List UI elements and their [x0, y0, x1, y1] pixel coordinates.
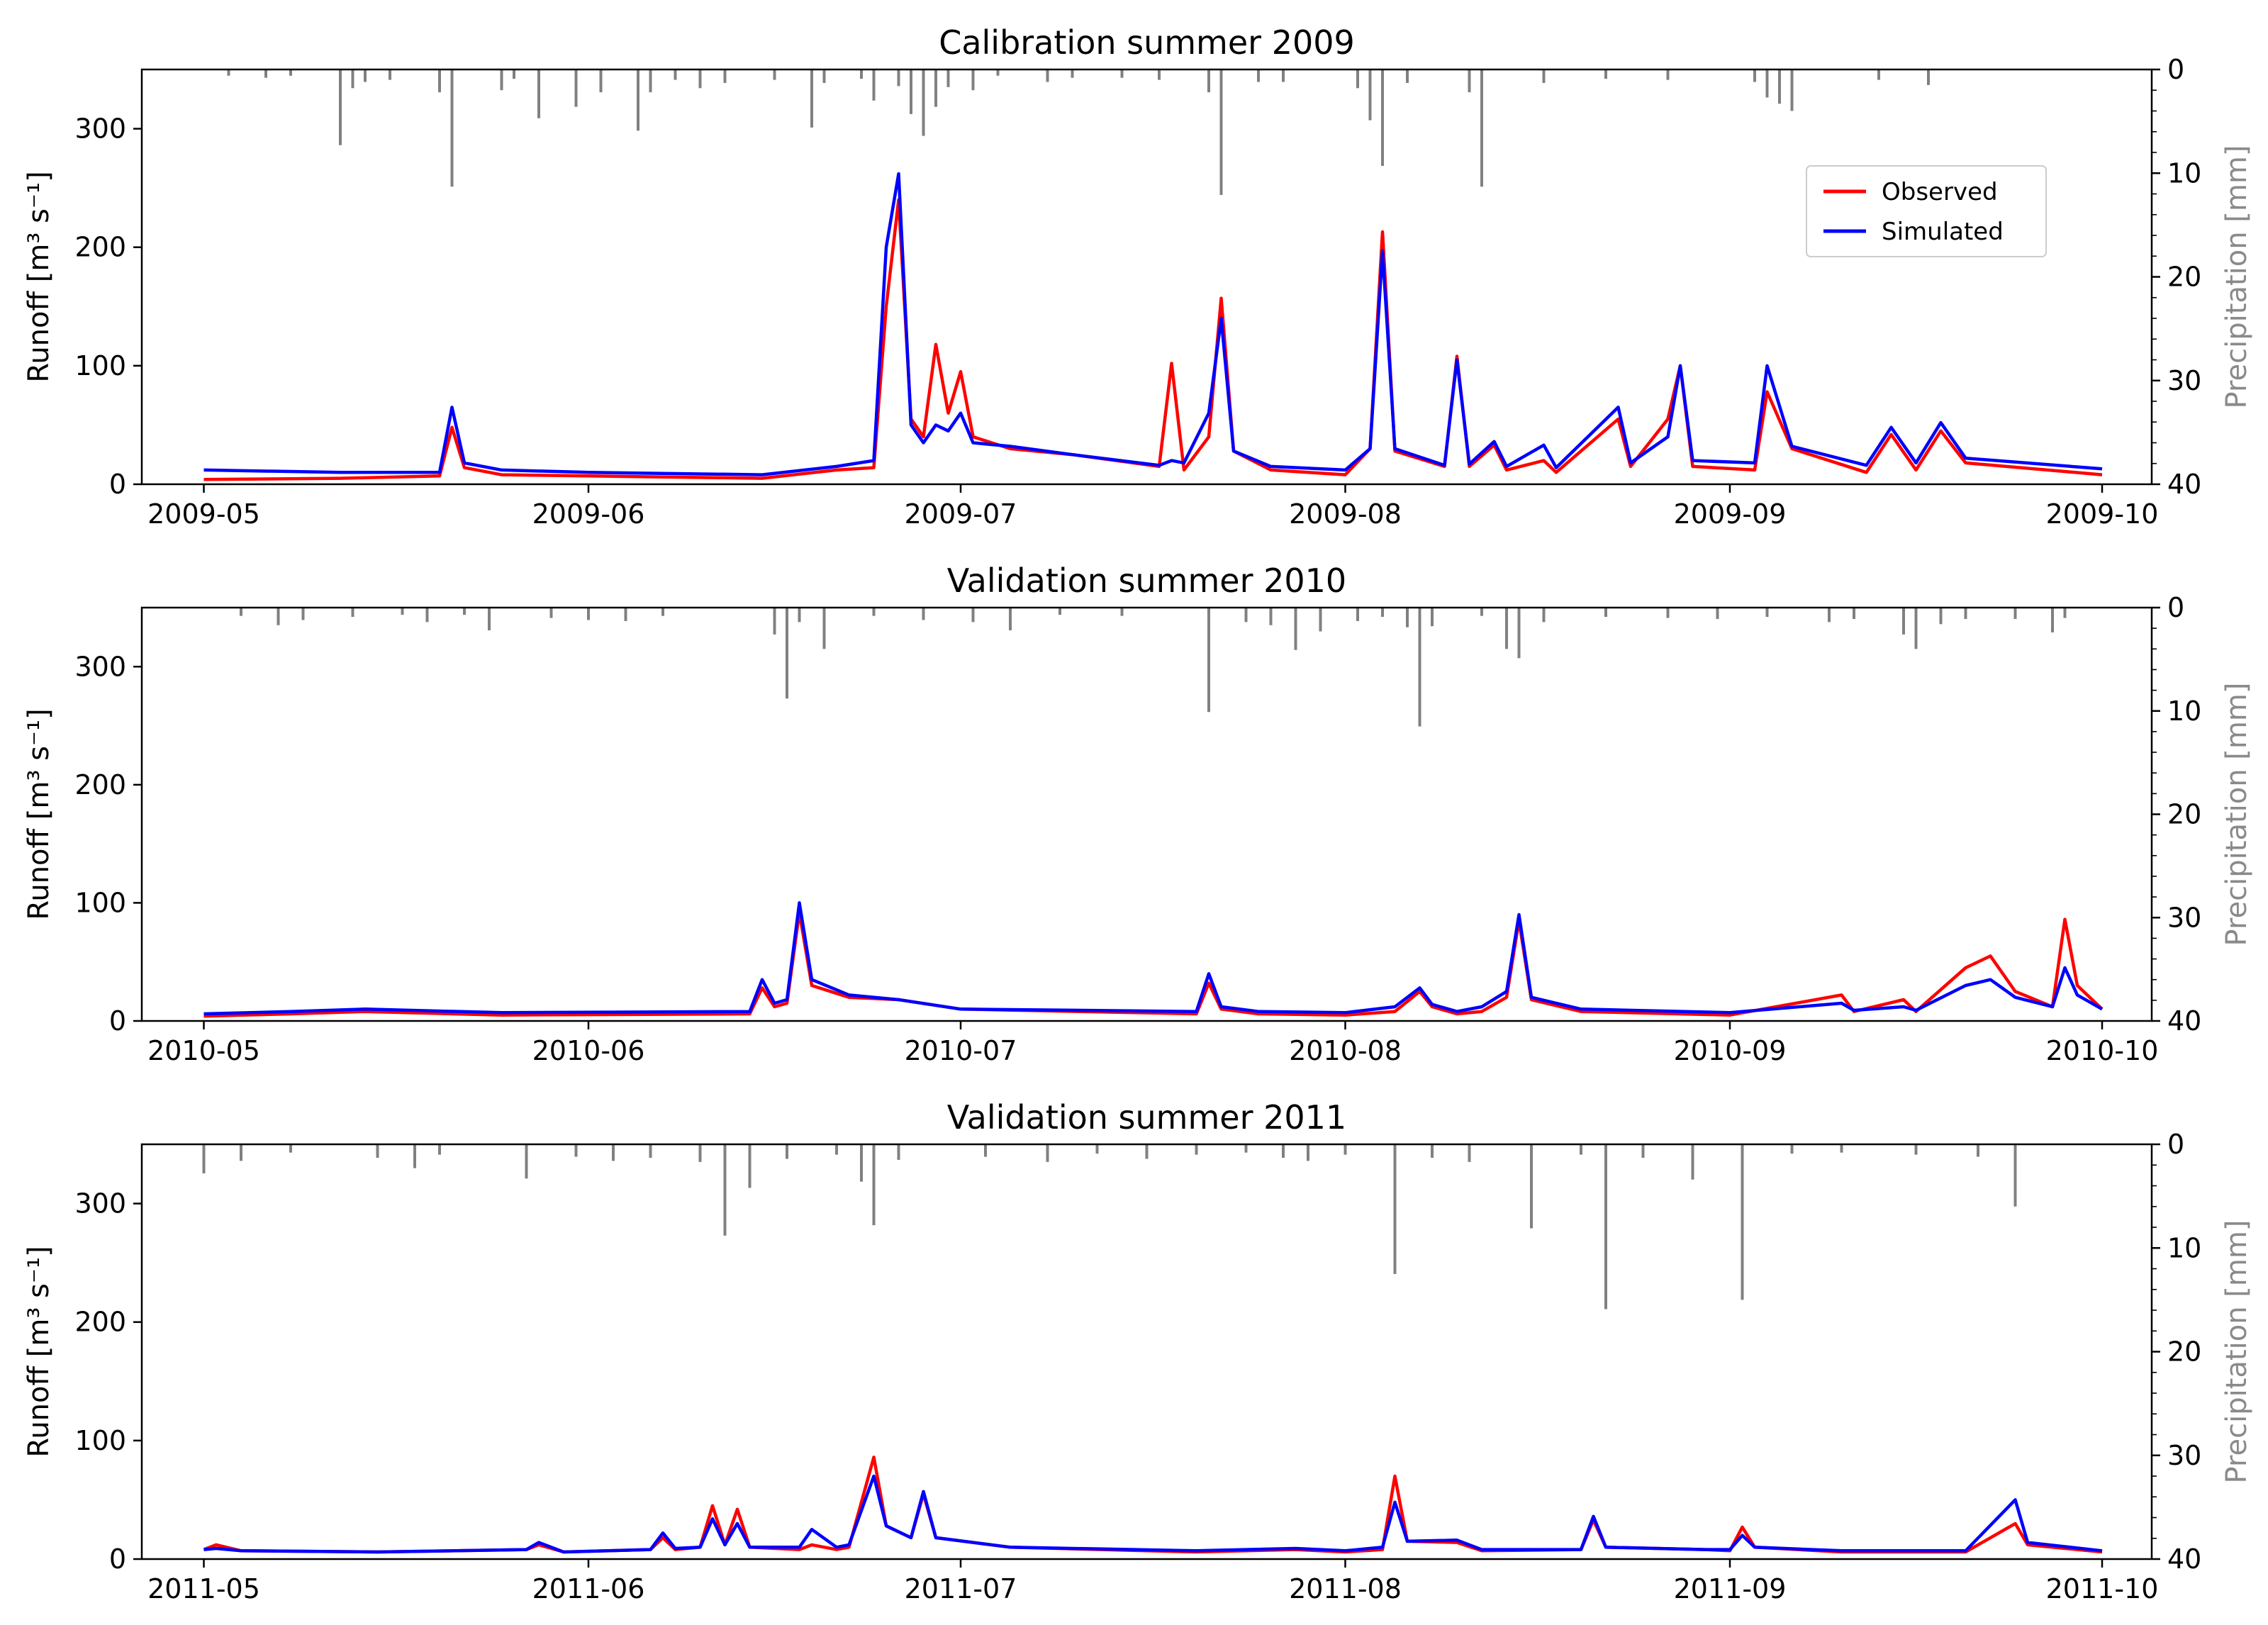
y-tick-label: 200: [74, 769, 126, 800]
series-line-simulated: [203, 901, 2104, 1016]
y-axis-label: Runoff [m³ s⁻¹]: [23, 708, 55, 920]
chart-panel-2: Validation summer 2010 0 100 200 300 0 10 20 30 4…: [23, 562, 2253, 1066]
panel-title: Validation summer 2010: [947, 562, 1346, 600]
y2-tick-label: 30: [2167, 902, 2201, 933]
precipitation-bars: [227, 69, 1930, 195]
y-axis-label: Runoff [m³ s⁻¹]: [23, 1246, 55, 1457]
x-tick-label: 2010-10: [2046, 1035, 2159, 1066]
y-tick-label: 200: [74, 232, 126, 263]
y-tick-label: 0: [109, 1543, 126, 1575]
y-tick-label: 300: [74, 651, 126, 682]
y2-tick-label: 40: [2167, 1005, 2201, 1037]
plot-frame: [140, 1143, 2153, 1560]
y2-tick-label: 30: [2167, 365, 2201, 396]
y2-tick-label: 0: [2167, 1129, 2184, 1160]
precipitation-bars: [202, 1144, 2017, 1310]
x-tick-label: 2010-08: [1289, 1035, 1402, 1066]
y-tick-label: 200: [74, 1307, 126, 1338]
y-tick-label: 100: [74, 1425, 126, 1456]
y2-tick-label: 40: [2167, 469, 2201, 500]
y-tick-label: 300: [74, 1188, 126, 1219]
y2-tick-label: 10: [2167, 157, 2201, 189]
plot-frame: [140, 606, 2153, 1022]
y2-tick-label: 40: [2167, 1543, 2201, 1575]
y2-axis-label: Precipitation [mm]: [2220, 1220, 2253, 1484]
y2-tick-label: 0: [2167, 592, 2184, 623]
y-axis-label: Runoff [m³ s⁻¹]: [23, 171, 55, 382]
x-tick-label: 2011-09: [1674, 1573, 1787, 1604]
x-tick-label: 2010-09: [1674, 1035, 1787, 1066]
y-tick-label: 100: [74, 350, 126, 381]
x-tick-label: 2011-10: [2046, 1573, 2159, 1604]
panel-title: Calibration summer 2009: [939, 23, 1355, 62]
x-tick-label: 2011-07: [905, 1573, 1017, 1604]
legend-label-observed: Observed: [1882, 178, 1998, 206]
x-tick-label: 2009-06: [532, 498, 645, 530]
plot-frame: [140, 68, 2153, 486]
y-tick-label: 0: [109, 469, 126, 500]
y2-tick-label: 20: [2167, 262, 2201, 293]
x-tick-label: 2009-09: [1674, 498, 1787, 530]
legend-label-simulated: Simulated: [1882, 218, 2004, 246]
x-tick-label: 2010-07: [905, 1035, 1017, 1066]
y2-tick-label: 10: [2167, 1232, 2201, 1263]
panel-title: Validation summer 2011: [947, 1098, 1346, 1137]
y2-tick-label: 20: [2167, 1336, 2201, 1368]
x-tick-label: 2010-05: [147, 1035, 260, 1066]
series-line-simulated: [203, 172, 2103, 476]
y-tick-label: 0: [109, 1005, 126, 1037]
precipitation-bars: [240, 608, 2067, 727]
y2-axis-label: Precipitation [mm]: [2220, 145, 2253, 409]
x-tick-label: 2009-05: [147, 498, 260, 530]
y-tick-label: 300: [74, 113, 126, 145]
series-line-observed: [203, 198, 2103, 481]
y2-tick-label: 0: [2167, 54, 2184, 85]
y-tick-label: 100: [74, 887, 126, 918]
x-tick-label: 2009-10: [2046, 498, 2159, 530]
y2-axis-label: Precipitation [mm]: [2220, 683, 2253, 946]
series-line-observed: [203, 910, 2104, 1018]
x-tick-label: 2011-05: [147, 1573, 260, 1604]
series-line-observed: [203, 1456, 2103, 1554]
series-line-simulated: [203, 1474, 2103, 1554]
chart-panel-3: Validation summer 2011 0 100 200 300 0 10 20 30 4…: [23, 1098, 2253, 1604]
legend-box: [1806, 165, 2047, 257]
y2-tick-label: 20: [2167, 799, 2201, 830]
x-tick-label: 2011-06: [532, 1573, 645, 1604]
y2-tick-label: 10: [2167, 696, 2201, 727]
y2-tick-label: 30: [2167, 1440, 2201, 1471]
x-tick-label: 2009-07: [905, 498, 1017, 530]
x-tick-label: 2011-08: [1289, 1573, 1402, 1604]
chart-panel-1: Calibration summer 2009 0 100 200 300 0 10 20 30…: [23, 23, 2253, 530]
legend: Observed Simulated: [1806, 165, 2047, 257]
x-tick-label: 2009-08: [1289, 498, 1402, 530]
x-tick-label: 2010-06: [532, 1035, 645, 1066]
